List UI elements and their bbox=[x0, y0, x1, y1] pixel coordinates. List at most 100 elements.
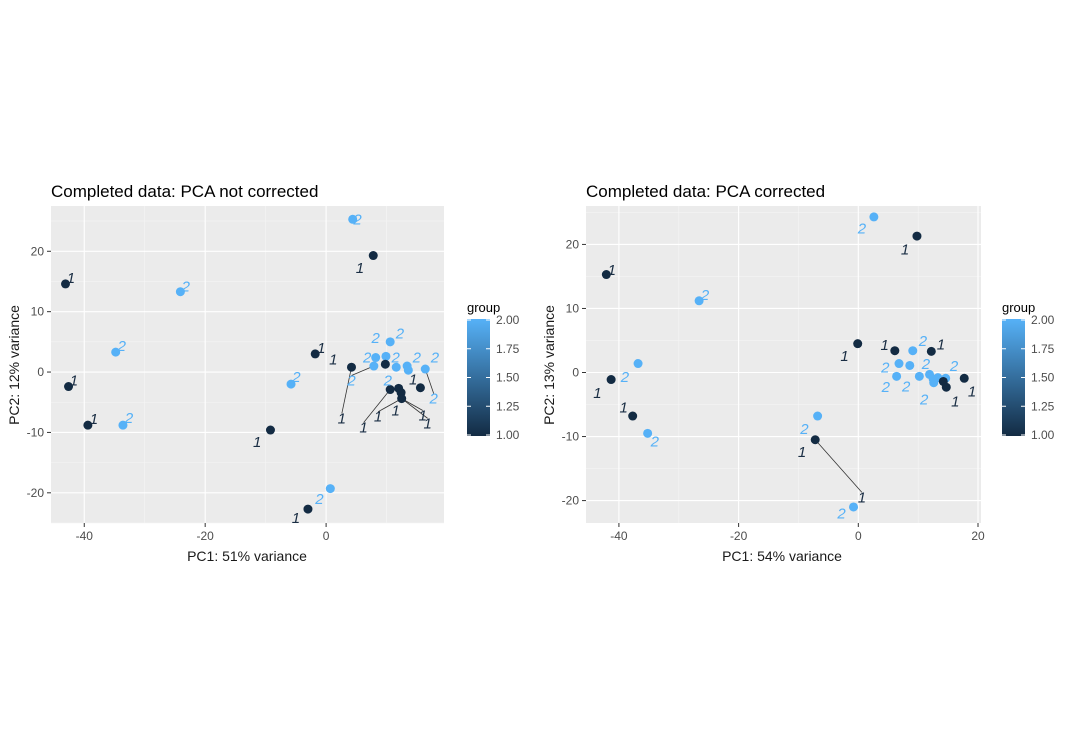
colorbar-label: 1.75 bbox=[496, 342, 520, 356]
point-label: 1 bbox=[409, 371, 417, 388]
y-tick-label: -20 bbox=[562, 494, 580, 508]
scatter-point-group-1 bbox=[83, 420, 93, 430]
colorbar-label: 2.00 bbox=[1031, 313, 1055, 327]
colorbar-label: 1.00 bbox=[1031, 428, 1055, 442]
point-label: 2 bbox=[650, 434, 660, 451]
point-label: 1 bbox=[90, 411, 98, 428]
point-label: 2 bbox=[880, 359, 890, 376]
point-label: 2 bbox=[620, 369, 630, 386]
y-tick-label: -10 bbox=[27, 425, 45, 439]
scatter-point-group-1 bbox=[303, 504, 313, 514]
scatter-point-group-1 bbox=[397, 394, 407, 404]
point-label: 2 bbox=[390, 350, 400, 367]
y-axis-title: PC2: 13% variance bbox=[541, 305, 557, 425]
scatter-point-group-2 bbox=[914, 371, 924, 381]
plot-background bbox=[586, 206, 981, 523]
point-label: 1 bbox=[593, 385, 601, 402]
point-label: 1 bbox=[424, 415, 432, 432]
scatter-point-group-2 bbox=[369, 361, 379, 371]
point-label: 2 bbox=[429, 391, 439, 408]
x-tick-label: -40 bbox=[610, 529, 628, 543]
scatter-point-group-1 bbox=[606, 375, 616, 385]
colorbar-gradient bbox=[1002, 319, 1025, 436]
scatter-point-group-2 bbox=[118, 420, 128, 430]
colorbar-gradient bbox=[467, 319, 490, 436]
y-tick-label: 10 bbox=[566, 301, 580, 315]
x-axis-title: PC1: 51% variance bbox=[187, 548, 307, 564]
scatter-point-group-1 bbox=[941, 382, 951, 392]
scatter-point-group-2 bbox=[694, 296, 704, 306]
chart-title: Completed data: PCA corrected bbox=[586, 182, 825, 201]
scatter-point-group-2 bbox=[420, 364, 430, 374]
x-tick-label: 0 bbox=[855, 529, 862, 543]
scatter-point-group-1 bbox=[385, 385, 395, 395]
point-label: 1 bbox=[840, 348, 848, 365]
scatter-point-group-1 bbox=[853, 339, 863, 349]
point-label: 2 bbox=[881, 379, 891, 396]
scatter-point-group-2 bbox=[892, 371, 902, 381]
point-label: 1 bbox=[292, 510, 300, 527]
scatter-point-group-1 bbox=[628, 411, 638, 421]
scatter-point-group-2 bbox=[175, 287, 185, 297]
point-label: 2 bbox=[124, 410, 134, 427]
scatter-point-group-1 bbox=[601, 270, 611, 280]
x-tick-label: -20 bbox=[197, 529, 215, 543]
point-label: 2 bbox=[918, 333, 928, 350]
colorbar-label: 1.25 bbox=[1031, 399, 1055, 413]
scatter-point-group-2 bbox=[813, 411, 823, 421]
x-tick-label: -40 bbox=[76, 529, 94, 543]
chart-panel-2: -40 -20 0 20 -20 -10 0 10 20 Completed data: PCA … bbox=[541, 182, 1055, 564]
point-label: 1 bbox=[329, 351, 337, 368]
scatter-point-group-1 bbox=[912, 231, 922, 241]
point-label: 2 bbox=[383, 373, 393, 390]
scatter-point-group-1 bbox=[926, 346, 936, 356]
point-label: 2 bbox=[836, 505, 846, 522]
chart-title: Completed data: PCA not corrected bbox=[51, 182, 318, 201]
point-label: 2 bbox=[346, 373, 356, 390]
point-label: 1 bbox=[901, 242, 909, 259]
scatter-point-group-2 bbox=[929, 378, 939, 388]
y-tick-label: 20 bbox=[566, 237, 580, 251]
x-tick-label: 20 bbox=[971, 529, 985, 543]
x-tick-label: -20 bbox=[730, 529, 748, 543]
point-label: 2 bbox=[362, 350, 372, 367]
label-connector bbox=[363, 389, 391, 423]
x-axis-title: PC1: 54% variance bbox=[722, 548, 842, 564]
point-label: 2 bbox=[291, 369, 301, 386]
colorbar-label: 1.50 bbox=[496, 371, 520, 385]
scatter-point-group-2 bbox=[325, 484, 335, 494]
scatter-point-group-2 bbox=[371, 353, 381, 363]
scatter-point-group-1 bbox=[368, 251, 378, 261]
colorbar-label: 1.00 bbox=[496, 428, 520, 442]
point-label: 2 bbox=[799, 421, 809, 438]
scatter-point-group-1 bbox=[380, 359, 390, 369]
point-label: 2 bbox=[700, 287, 710, 304]
y-tick-label: 10 bbox=[31, 305, 45, 319]
scatter-point-group-1 bbox=[959, 373, 969, 383]
colorbar-label: 1.75 bbox=[1031, 342, 1055, 356]
scatter-point-group-2 bbox=[643, 428, 653, 438]
point-label: 2 bbox=[857, 220, 867, 237]
scatter-point-group-1 bbox=[810, 435, 820, 445]
scatter-point-group-1 bbox=[61, 279, 71, 289]
colorbar-label: 1.50 bbox=[1031, 371, 1055, 385]
scatter-point-group-2 bbox=[894, 359, 904, 369]
point-label: 2 bbox=[949, 358, 959, 375]
scatter-point-group-2 bbox=[633, 359, 643, 369]
point-label: 1 bbox=[880, 337, 888, 354]
chart-panel-1: -40 -20 0 -20 -10 0 10 20 Completed data: PCA no… bbox=[6, 182, 520, 564]
legend-title: group bbox=[467, 300, 500, 315]
legend-title: group bbox=[1002, 300, 1035, 315]
y-tick-label: 0 bbox=[572, 366, 579, 380]
colorbar-label: 1.25 bbox=[496, 399, 520, 413]
scatter-point-group-2 bbox=[905, 360, 915, 370]
point-label: 1 bbox=[317, 340, 325, 357]
y-axis-title: PC2: 12% variance bbox=[6, 305, 22, 425]
scatter-point-group-1 bbox=[890, 346, 900, 356]
scatter-point-group-2 bbox=[908, 346, 918, 356]
label-connector bbox=[814, 439, 863, 493]
point-label: 2 bbox=[901, 379, 911, 396]
